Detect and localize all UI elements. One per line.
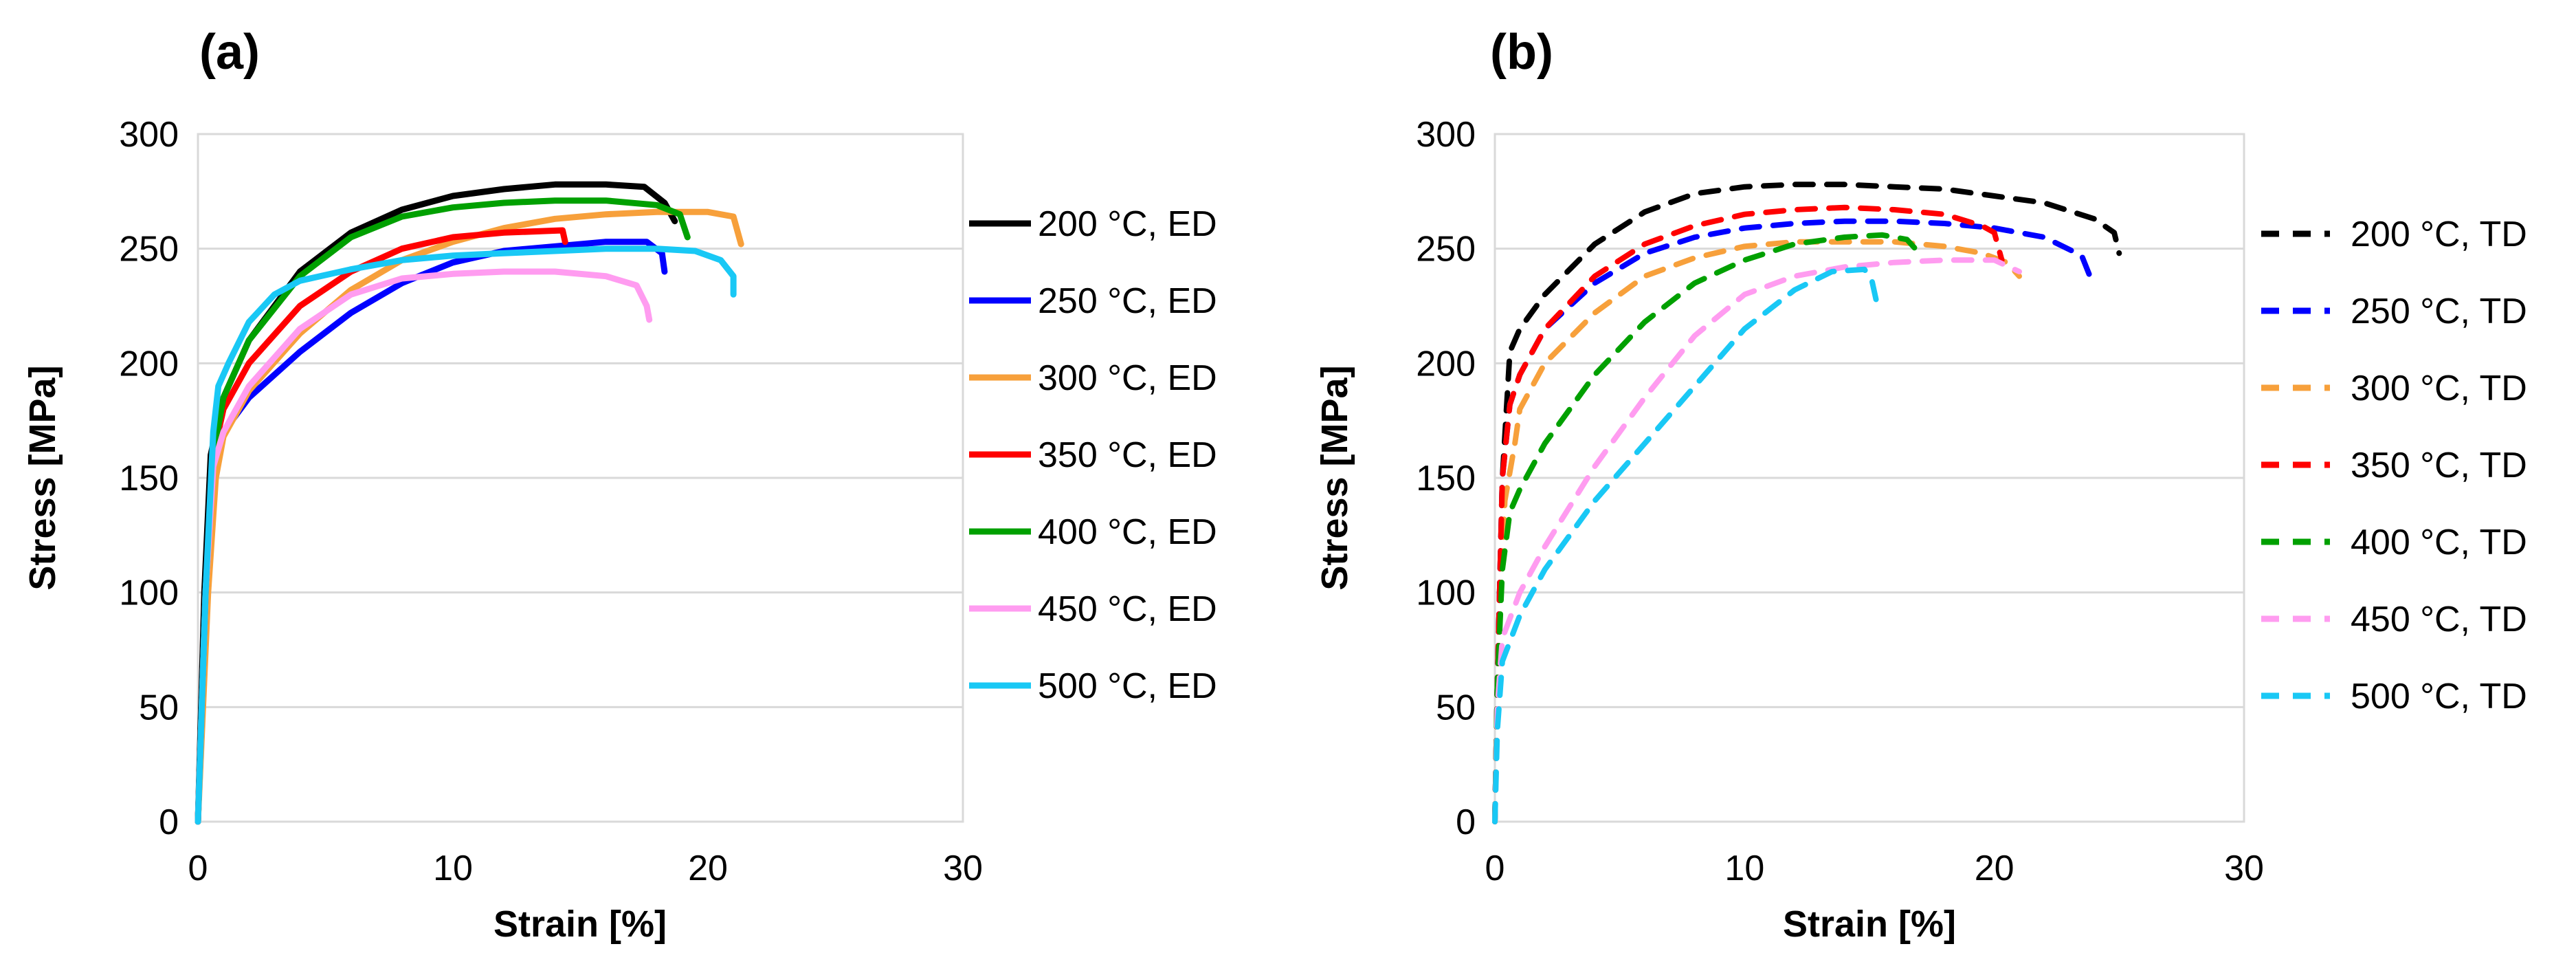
y-tick-label: 150 bbox=[1416, 459, 1476, 499]
x-tick-label: 20 bbox=[1975, 848, 2014, 888]
series-line bbox=[1492, 232, 1922, 824]
panel-b-x-tick-labels: 0 10 20 30 bbox=[1485, 848, 2264, 888]
series-line bbox=[1492, 239, 2022, 824]
legend-label: 350 °C, TD bbox=[2351, 446, 2527, 485]
series-line bbox=[1492, 266, 1880, 824]
legend-label: 450 °C, ED bbox=[1038, 589, 1217, 629]
y-tick-label: 300 bbox=[1416, 115, 1476, 155]
y-tick-label: 0 bbox=[1456, 802, 1476, 842]
panel-b-curves bbox=[1492, 182, 2122, 824]
legend-label: 200 °C, TD bbox=[2351, 215, 2527, 254]
legend-label: 300 °C, TD bbox=[2351, 369, 2527, 408]
x-tick-label: 20 bbox=[688, 848, 728, 888]
x-tick-label: 10 bbox=[1724, 848, 1764, 888]
series-line bbox=[1492, 204, 2005, 824]
y-tick-label: 300 bbox=[119, 115, 179, 155]
y-tick-label: 150 bbox=[119, 459, 179, 499]
panel-b-x-axis-title: Strain [%] bbox=[1783, 903, 1956, 945]
panel-a-plot-frame bbox=[197, 133, 964, 823]
panel-a-y-axis-title: Stress [MPa] bbox=[22, 365, 63, 590]
legend-label: 500 °C, TD bbox=[2351, 677, 2527, 716]
series-line bbox=[195, 268, 653, 825]
legend-label: 350 °C, ED bbox=[1038, 435, 1217, 475]
x-tick-label: 30 bbox=[2224, 848, 2264, 888]
y-tick-label: 200 bbox=[119, 344, 179, 384]
panel-b-label: (b) bbox=[1490, 25, 1553, 80]
panel-a-x-tick-labels: 0 10 20 30 bbox=[188, 848, 983, 888]
legend-label: 300 °C, ED bbox=[1038, 358, 1217, 398]
y-tick-label: 100 bbox=[119, 573, 179, 613]
series-line bbox=[1492, 218, 2095, 824]
panel-a-x-axis-title: Strain [%] bbox=[493, 903, 667, 945]
y-tick-label: 0 bbox=[159, 802, 179, 842]
legend-label: 250 °C, TD bbox=[2351, 292, 2527, 331]
series-line bbox=[1492, 182, 2122, 824]
x-tick-label: 30 bbox=[943, 848, 983, 888]
panel-a-y-tick-labels: 0 50 100 150 200 250 300 bbox=[119, 115, 179, 842]
y-tick-label: 50 bbox=[1436, 688, 1476, 727]
panel-a-label: (a) bbox=[199, 25, 260, 80]
series-line bbox=[195, 197, 691, 825]
panel-a-legend: 200 °C, ED 250 °C, ED 300 °C, ED 350 °C, ED… bbox=[969, 204, 1217, 706]
legend-label: 450 °C, TD bbox=[2351, 600, 2527, 639]
y-tick-label: 250 bbox=[119, 230, 179, 270]
x-tick-label: 10 bbox=[433, 848, 473, 888]
x-tick-label: 0 bbox=[1485, 848, 1505, 888]
panel-b-legend: 200 °C, TD 250 °C, TD 300 °C, TD 350 °C, TD… bbox=[2261, 215, 2527, 716]
y-tick-label: 100 bbox=[1416, 573, 1476, 613]
legend-label: 500 °C, ED bbox=[1038, 666, 1217, 706]
series-line bbox=[195, 245, 737, 825]
panel-b-plot-frame bbox=[1494, 133, 2245, 823]
legend-label: 250 °C, ED bbox=[1038, 281, 1217, 321]
legend-label: 400 °C, ED bbox=[1038, 512, 1217, 552]
y-tick-label: 50 bbox=[139, 688, 179, 727]
x-tick-label: 0 bbox=[188, 848, 208, 888]
series-line bbox=[1492, 257, 2022, 824]
panel-b-stress-strain-chart-td: (b) 0 50 100 150 200 250 300 0 10 20 30 Strain [%… bbox=[1314, 25, 2527, 945]
y-tick-label: 200 bbox=[1416, 344, 1476, 384]
legend-label: 400 °C, TD bbox=[2351, 523, 2527, 562]
legend-label: 200 °C, ED bbox=[1038, 204, 1217, 244]
series-line bbox=[195, 208, 744, 825]
panel-a-stress-strain-chart-ed: (a) 0 50 100 150 200 250 300 0 10 20 30 Strain [%… bbox=[22, 25, 1217, 945]
panel-a-curves bbox=[195, 181, 744, 825]
panel-b-y-tick-labels: 0 50 100 150 200 250 300 bbox=[1416, 115, 1476, 842]
y-tick-label: 250 bbox=[1416, 230, 1476, 270]
panel-b-y-axis-title: Stress [MPa] bbox=[1314, 365, 1355, 590]
